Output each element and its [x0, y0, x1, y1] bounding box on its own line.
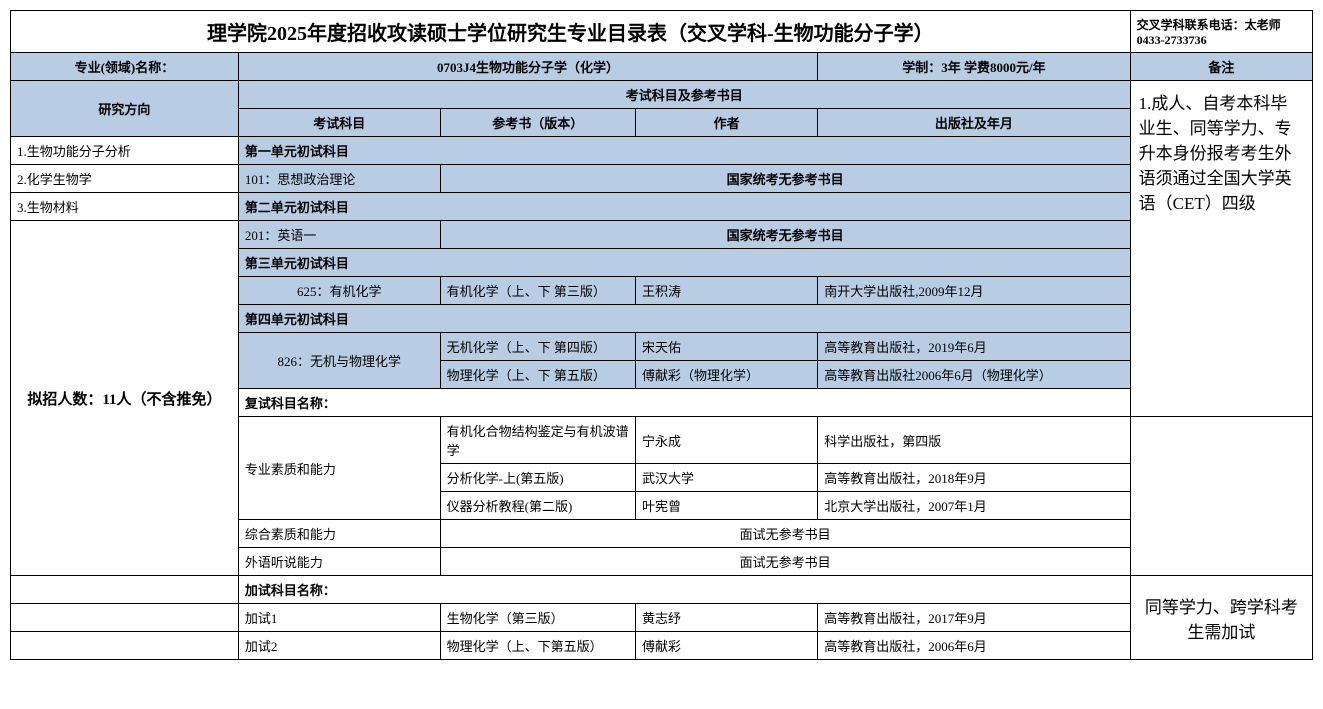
jiashi-j1-label: 加试1: [238, 604, 440, 632]
fushi-r1b-book: 分析化学-上(第五版): [440, 464, 635, 492]
fushi-r1a-book: 有机化合物结构鉴定与有机波谱学: [440, 417, 635, 464]
jiashi-j2-label: 加试2: [238, 632, 440, 660]
s826-b1-book: 无机化学（上、下 第四版）: [440, 333, 635, 361]
s826-b2-pub: 高等教育出版社2006年6月（物理化学）: [818, 361, 1130, 389]
jiashi-j2-book: 物理化学（上、下第五版）: [440, 632, 635, 660]
notes-1: 1.成人、自考本科毕业生、同等学力、专升本身份报考考生外语须通过全国大学英语（C…: [1130, 81, 1312, 417]
jiashi-j2-author: 傅献彩: [635, 632, 817, 660]
enrollment: 拟招人数：11人（不含推免）: [11, 221, 239, 576]
direction-1: 1.生物功能分子分析: [11, 137, 239, 165]
col-subject: 考试科目: [238, 109, 440, 137]
fushi-label: 复试科目名称：: [238, 389, 1130, 417]
s101-note: 国家统考无参考书目: [440, 165, 1130, 193]
col-publisher: 出版社及年月: [818, 109, 1130, 137]
fushi-r1c-pub: 北京大学出版社，2007年1月: [818, 492, 1130, 520]
notes-blank: [1130, 417, 1312, 576]
s826-b2-book: 物理化学（上、下 第五版）: [440, 361, 635, 389]
direction-2: 2.化学生物学: [11, 165, 239, 193]
s826-b1-pub: 高等教育出版社，2019年6月: [818, 333, 1130, 361]
contact-info: 交叉学科联系电话：太老师0433-2733736: [1130, 11, 1312, 53]
unit-2: 第二单元初试科目: [238, 193, 1130, 221]
col-author: 作者: [635, 109, 817, 137]
fushi-r2-label: 综合素质和能力: [238, 520, 440, 548]
unit-4: 第四单元初试科目: [238, 305, 1130, 333]
s625-author: 王积涛: [635, 277, 817, 305]
s201-note: 国家统考无参考书目: [440, 221, 1130, 249]
fushi-r1c-author: 叶宪曾: [635, 492, 817, 520]
page-title: 理学院2025年度招收攻读硕士学位研究生专业目录表（交叉学科-生物功能分子学）: [11, 11, 1131, 53]
s625-book: 有机化学（上、下 第三版）: [440, 277, 635, 305]
fushi-r1a-pub: 科学出版社，第四版: [818, 417, 1130, 464]
jiashi-label: 加试科目名称：: [238, 576, 1130, 604]
jiashi-j1-book: 生物化学（第三版）: [440, 604, 635, 632]
duration-fee: 学制：3年 学费8000元/年: [818, 53, 1130, 81]
jiashi-j2-pub: 高等教育出版社，2006年6月: [818, 632, 1130, 660]
fushi-r1b-pub: 高等教育出版社，2018年9月: [818, 464, 1130, 492]
s625-code: 625：有机化学: [238, 277, 440, 305]
remark-header: 备注: [1130, 53, 1312, 81]
program-label: 专业(领域)名称：: [11, 53, 239, 81]
col-book: 参考书（版本）: [440, 109, 635, 137]
direction-3: 3.生物材料: [11, 193, 239, 221]
unit-1: 第一单元初试科目: [238, 137, 1130, 165]
direction-label: 研究方向: [11, 81, 239, 137]
program-name: 0703J4生物功能分子学（化学）: [238, 53, 817, 81]
s826-b1-author: 宋天佑: [635, 333, 817, 361]
fushi-r1c-book: 仪器分析教程(第二版): [440, 492, 635, 520]
fushi-r1a-author: 宁永成: [635, 417, 817, 464]
notes-2: 同等学力、跨学科考生需加试: [1130, 576, 1312, 660]
jiashi-j1-author: 黄志纾: [635, 604, 817, 632]
s201-code: 201：英语一: [238, 221, 440, 249]
fushi-r1b-author: 武汉大学: [635, 464, 817, 492]
blank-cell: [11, 632, 239, 660]
fushi-r2-note: 面试无参考书目: [440, 520, 1130, 548]
blank-cell: [11, 604, 239, 632]
admissions-table: 理学院2025年度招收攻读硕士学位研究生专业目录表（交叉学科-生物功能分子学） …: [10, 10, 1313, 660]
s101-code: 101：思想政治理论: [238, 165, 440, 193]
fushi-r3-label: 外语听说能力: [238, 548, 440, 576]
unit-3: 第三单元初试科目: [238, 249, 1130, 277]
exam-header: 考试科目及参考书目: [238, 81, 1130, 109]
fushi-r3-note: 面试无参考书目: [440, 548, 1130, 576]
jiashi-j1-pub: 高等教育出版社，2017年9月: [818, 604, 1130, 632]
s826-b2-author: 傅献彩（物理化学）: [635, 361, 817, 389]
s625-pub: 南开大学出版社,2009年12月: [818, 277, 1130, 305]
blank-cell: [11, 576, 239, 604]
s826-code: 826：无机与物理化学: [238, 333, 440, 389]
fushi-r1-label: 专业素质和能力: [238, 417, 440, 520]
